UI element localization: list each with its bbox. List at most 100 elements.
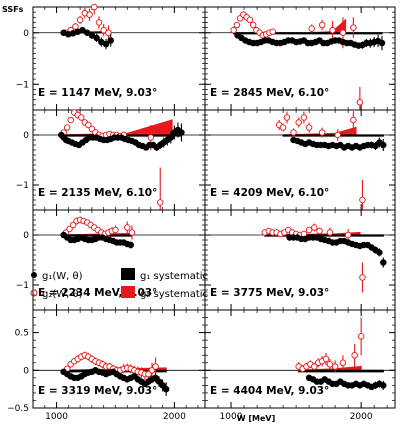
g2-systematic-band (309, 18, 347, 34)
panel-0: 0 −1 E = 1147 MeV, 9.03° (16, 3, 206, 111)
panel-3: E = 4209 MeV, 6.10° (204, 109, 396, 211)
y-axis-title: SSFs (2, 5, 24, 14)
panels-layer: 0 −1 E = 1147 MeV, 9.03° E = 2845 MeV, 6.10… (7, 3, 396, 422)
g2-point (344, 231, 352, 239)
panel-frame (204, 309, 396, 409)
x-axis-title: W [MeV] (237, 414, 276, 423)
y-tick-label: 0 (23, 131, 29, 141)
g1-point (107, 37, 115, 44)
g2-point (78, 114, 85, 121)
g1-systematic-band (298, 369, 384, 373)
g2-point (308, 25, 315, 32)
g2-point (311, 224, 318, 231)
y-tick-label: 0 (23, 231, 29, 241)
g1-point (178, 129, 185, 136)
panel-5: E = 3775 MeV, 9.03° (204, 209, 396, 311)
legend-g1-sys-swatch (121, 268, 135, 280)
g2-point (105, 29, 112, 37)
g2-point (147, 134, 155, 141)
legend-g1-marker (31, 272, 37, 278)
g2-point (295, 119, 302, 126)
g1-point (127, 241, 135, 249)
g1-point (378, 39, 386, 47)
g2-point (230, 26, 237, 34)
g1-point (162, 385, 170, 393)
g1-point (376, 249, 383, 256)
g2-point (95, 19, 103, 26)
g2-point (329, 26, 336, 34)
g2-point (86, 11, 93, 18)
legend: g₁(W, θ) g₂(W, θ) g₁ systematic g₂ syste… (30, 268, 208, 300)
g2-point (350, 24, 357, 31)
g2-point (249, 21, 257, 29)
g2-point (269, 28, 276, 35)
g2-point (123, 224, 131, 231)
g2-point (318, 129, 326, 136)
g2-point (279, 124, 287, 131)
g2-point (351, 351, 358, 359)
panel-7: 1000 2000 E = 4404 MeV, 9.03° (204, 309, 396, 422)
g2-point (91, 3, 98, 11)
y-tick-label: −1 (16, 181, 29, 191)
panel-label: E = 4404 MeV, 9.03° (210, 385, 329, 397)
g2-point (350, 116, 357, 124)
g2-point (316, 227, 323, 235)
g1-point (167, 134, 175, 141)
g2-point (305, 226, 313, 234)
g1-systematic-band (282, 134, 384, 137)
g2-point (290, 129, 297, 136)
g1-point (380, 259, 387, 266)
panel-label: E = 3775 MeV, 9.03° (210, 287, 329, 299)
legend-g2-sys-swatch (121, 286, 135, 298)
g2-point (156, 199, 164, 206)
g2-point (326, 361, 334, 368)
g1-point (102, 40, 110, 48)
panel-2: 0 −1 E = 2135 MeV, 6.10° (16, 109, 206, 211)
g2-point (305, 124, 313, 131)
g1-point (380, 141, 387, 149)
g2-point (72, 23, 79, 30)
g2-point (322, 355, 330, 363)
g1-point (372, 142, 379, 150)
x-tick-label: 1000 (220, 412, 243, 422)
g2-point (76, 16, 84, 24)
legend-g1-points-label: g₁(W, θ) (42, 271, 83, 282)
g2-point (357, 333, 365, 340)
legend-g2-sys-label: g₂ systematic (140, 289, 208, 300)
g2-point (300, 114, 308, 121)
legend-g1-sys-label: g₁ systematic (140, 271, 208, 282)
g2-point (152, 363, 159, 370)
g2-point (334, 131, 341, 139)
legend-g2-marker (30, 289, 38, 297)
y-tick-label: 0.5 (15, 329, 29, 339)
x-tick-label: 1000 (45, 412, 68, 422)
panel-label: E = 4209 MeV, 6.10° (210, 187, 329, 199)
panel-label: E = 3319 MeV, 9.03° (38, 385, 157, 397)
g2-point (66, 225, 73, 233)
panel-6: 0.5 0 −0.5 1000 2000 E = 3319 MeV, 9.03° (7, 309, 206, 422)
panel-label: E = 2135 MeV, 6.10° (38, 187, 157, 199)
legend-g2-points-label: g₂(W, θ) (42, 289, 83, 300)
g2-point (233, 21, 241, 29)
g2-point (331, 363, 339, 370)
g2-point (339, 29, 347, 37)
g2-point (283, 114, 291, 121)
g2-point (85, 121, 92, 129)
g2-point (326, 229, 334, 236)
x-tick-label: 2000 (163, 412, 186, 422)
y-tick-label: −0.5 (7, 404, 29, 414)
g2-point (356, 99, 364, 106)
g1-point (93, 34, 100, 42)
g2-point (246, 16, 254, 24)
y-tick-label: 0 (23, 366, 29, 376)
y-tick-label: 0 (23, 29, 29, 39)
g1-point (380, 382, 387, 389)
x-tick-label: 2000 (350, 412, 373, 422)
g2-point (359, 274, 366, 281)
g2-point (63, 124, 71, 131)
panel-label: E = 1147 MeV, 9.03° (38, 87, 157, 99)
g2-point (311, 363, 318, 370)
g2-point (318, 21, 326, 29)
g2-point (112, 226, 119, 234)
